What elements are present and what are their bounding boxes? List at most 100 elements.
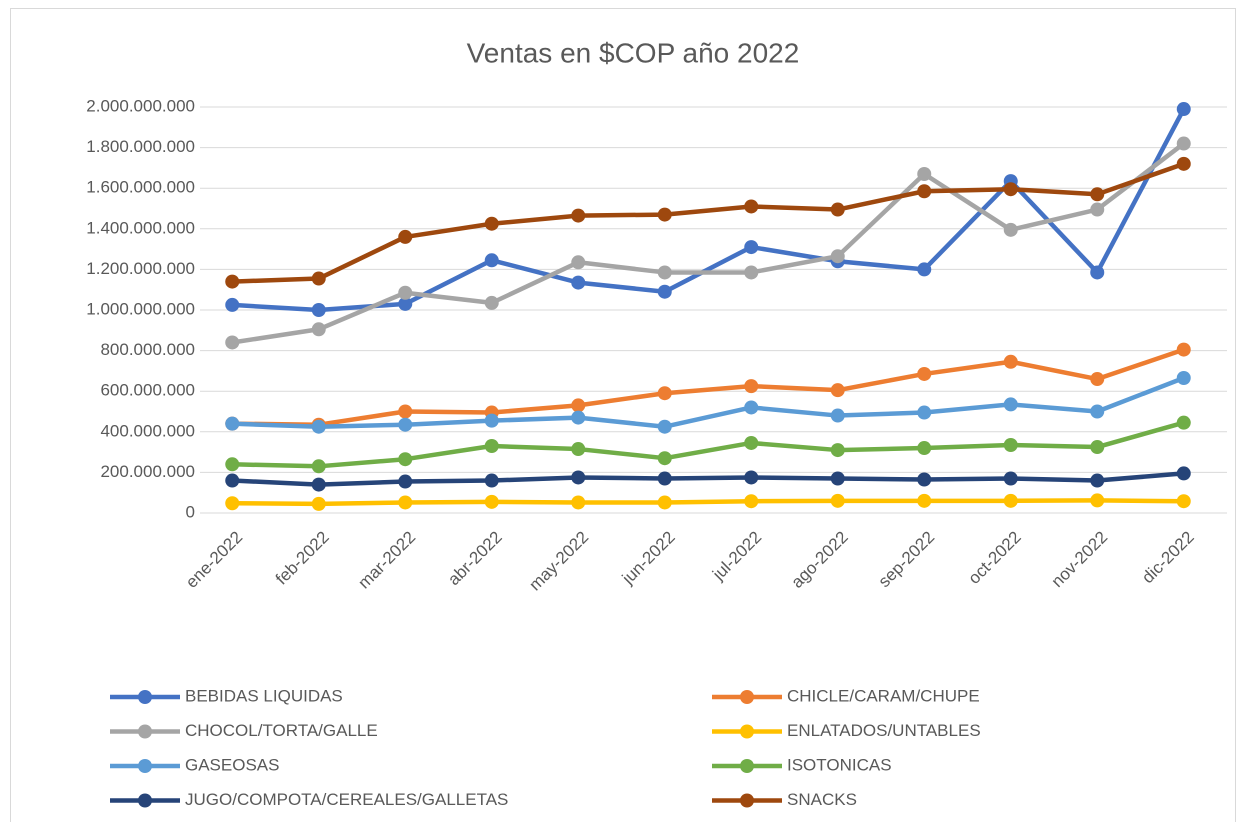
marker: [1090, 202, 1105, 217]
marker: [657, 284, 672, 299]
marker: [657, 451, 672, 466]
marker: [744, 379, 759, 394]
marker: [311, 303, 326, 317]
marker: [1176, 494, 1191, 509]
marker: [225, 473, 240, 488]
legend-marker: [740, 759, 754, 773]
legend-marker: [138, 759, 152, 773]
chart-border: [10, 8, 1236, 822]
marker: [225, 335, 240, 350]
legend-label: SNACKS: [787, 790, 857, 809]
marker: [225, 457, 240, 472]
legend-label: JUGO/COMPOTA/CEREALES/GALLETAS: [185, 790, 508, 809]
marker: [830, 202, 845, 217]
marker: [571, 442, 586, 457]
series-line: [232, 471, 1184, 487]
marker: [225, 297, 240, 312]
marker: [225, 416, 240, 431]
marker: [917, 493, 932, 508]
marker: [1090, 265, 1105, 280]
marker: [917, 184, 932, 199]
y-tick-label: 2.000.000.000: [86, 96, 195, 115]
marker: [398, 474, 413, 489]
marker: [744, 470, 759, 485]
marker: [657, 471, 672, 486]
legend-label: ISOTONICAS: [787, 755, 892, 774]
marker: [1090, 404, 1105, 419]
legend-label: BEBIDAS LIQUIDAS: [185, 686, 343, 705]
marker: [398, 404, 413, 419]
legend-label: CHICLE/CARAM/CHUPE: [787, 686, 980, 705]
series-line: [232, 161, 1185, 284]
series-line: [232, 498, 1184, 507]
marker: [311, 419, 326, 434]
legend-marker: [740, 690, 754, 704]
marker: [398, 229, 413, 244]
marker: [484, 413, 499, 428]
legend-label: ENLATADOS/UNTABLES: [787, 721, 981, 740]
marker: [484, 216, 499, 231]
series-line: [231, 141, 1186, 345]
marker: [744, 265, 759, 280]
marker: [484, 253, 499, 268]
marker: [657, 419, 672, 434]
marker: [311, 496, 326, 511]
marker: [571, 495, 586, 510]
y-tick-label: 800.000.000: [100, 340, 195, 359]
marker: [1003, 354, 1018, 369]
marker: [1176, 342, 1191, 357]
marker: [744, 240, 759, 255]
legend-marker: [740, 793, 754, 808]
series-line: [232, 420, 1185, 469]
marker: [1176, 102, 1191, 117]
y-tick-label: 200.000.000: [100, 462, 195, 481]
marker: [484, 295, 499, 310]
marker: [1090, 372, 1105, 387]
marker: [571, 208, 586, 223]
marker: [1003, 222, 1018, 237]
marker: [830, 493, 845, 508]
marker: [1176, 415, 1191, 430]
marker: [398, 452, 413, 467]
y-tick-label: 1.600.000.000: [86, 178, 195, 197]
marker: [225, 274, 240, 289]
y-tick-label: 0: [186, 502, 195, 521]
series-line: [232, 107, 1186, 313]
legend-marker: [138, 690, 152, 704]
marker: [917, 405, 932, 420]
marker: [1090, 493, 1105, 508]
marker: [571, 410, 586, 425]
marker: [1003, 437, 1018, 452]
marker: [311, 271, 326, 286]
marker: [398, 417, 413, 432]
legend-marker: [740, 724, 754, 739]
y-tick-label: 600.000.000: [100, 381, 195, 400]
marker: [744, 494, 759, 509]
legend-label: GASEOSAS: [185, 755, 279, 774]
marker: [1090, 440, 1105, 455]
marker: [830, 471, 845, 486]
y-tick-label: 1.400.000.000: [86, 218, 195, 237]
marker: [484, 473, 499, 488]
marker: [917, 262, 932, 277]
marker: [571, 398, 586, 413]
marker: [571, 255, 586, 270]
marker: [398, 285, 413, 300]
marker: [1176, 371, 1191, 386]
marker: [1090, 187, 1105, 202]
series-line: [232, 347, 1185, 427]
marker: [1176, 156, 1191, 171]
marker: [744, 435, 759, 450]
marker: [830, 249, 845, 264]
marker: [1176, 466, 1191, 481]
legend-marker: [138, 793, 152, 808]
marker: [917, 166, 932, 181]
marker: [1003, 397, 1018, 412]
series-line: [232, 375, 1185, 429]
y-tick-label: 1.800.000.000: [86, 137, 195, 156]
legend-marker: [138, 724, 152, 739]
marker: [1003, 471, 1018, 486]
marker: [1003, 182, 1018, 197]
y-tick-label: 1.200.000.000: [86, 259, 195, 278]
